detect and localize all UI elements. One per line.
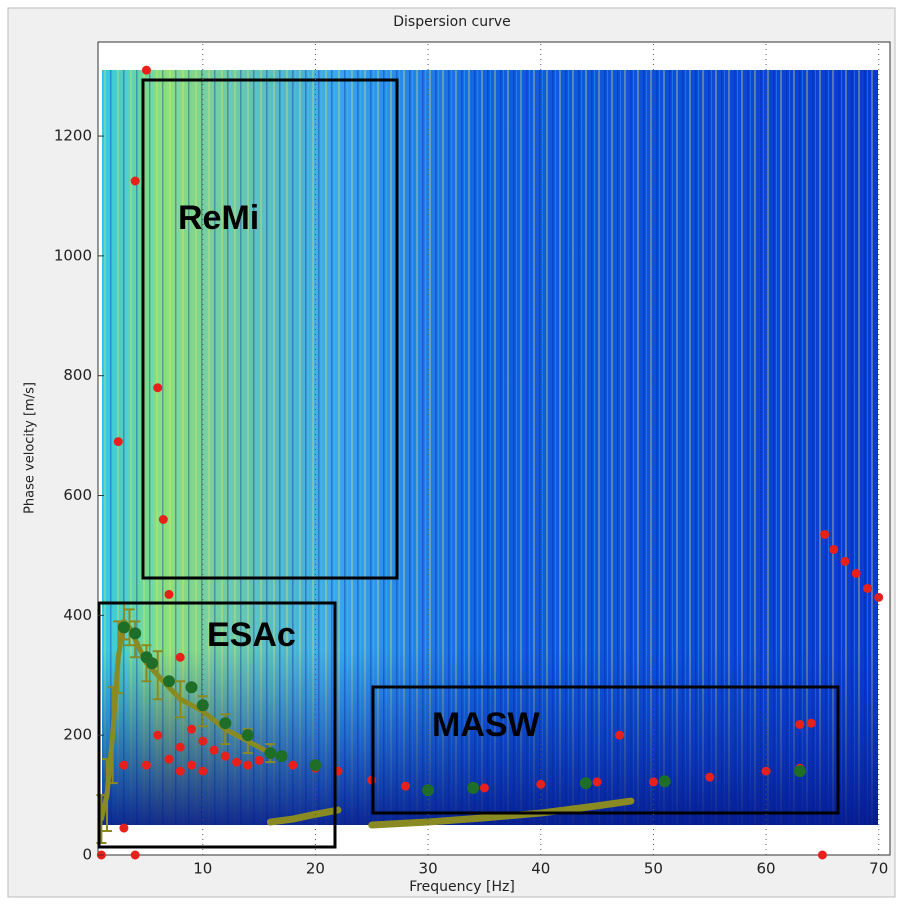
point — [209, 745, 219, 755]
masw-box — [371, 685, 840, 815]
point — [164, 589, 174, 599]
y-tick-label: 1200 — [54, 127, 92, 145]
point — [840, 556, 850, 566]
point — [817, 850, 827, 860]
point — [117, 621, 130, 634]
x-axis-label: Frequency [Hz] — [409, 879, 515, 895]
point — [130, 850, 140, 860]
point — [198, 736, 208, 746]
x-tick-label: 70 — [869, 860, 888, 878]
point — [220, 751, 230, 761]
remi-box — [141, 78, 399, 580]
point — [153, 383, 163, 393]
point — [187, 724, 197, 734]
point — [175, 742, 185, 752]
point — [162, 675, 175, 688]
point — [146, 657, 159, 670]
y-tick-label: 800 — [63, 366, 92, 384]
point — [806, 718, 816, 728]
point — [158, 514, 168, 524]
point — [851, 568, 861, 578]
point — [254, 755, 264, 765]
x-tick-label: 60 — [757, 860, 776, 878]
point — [479, 783, 489, 793]
point — [467, 781, 480, 794]
point — [820, 529, 830, 539]
point — [862, 583, 872, 593]
point — [232, 757, 242, 767]
point — [288, 760, 298, 770]
point — [119, 760, 129, 770]
point — [761, 766, 771, 776]
annotation: ESAc — [207, 616, 296, 654]
chart-title: Dispersion curve — [393, 14, 511, 30]
point — [422, 784, 435, 797]
y-tick-label: 400 — [63, 606, 92, 624]
point — [141, 760, 151, 770]
point — [129, 627, 142, 640]
point — [264, 747, 277, 760]
point — [219, 717, 232, 730]
point — [198, 766, 208, 776]
annotation: MASW — [432, 706, 541, 744]
point — [793, 765, 806, 778]
point — [579, 777, 592, 790]
point — [705, 772, 715, 782]
y-tick-label: 200 — [63, 726, 92, 744]
point — [615, 730, 625, 740]
x-tick-label: 30 — [419, 860, 438, 878]
point — [241, 729, 254, 742]
point — [795, 719, 805, 729]
point — [185, 681, 198, 694]
x-tick-label: 50 — [644, 860, 663, 878]
annotation: ReMi — [178, 199, 259, 237]
point — [164, 754, 174, 764]
point — [275, 750, 288, 763]
point — [309, 759, 322, 772]
point — [153, 730, 163, 740]
point — [119, 823, 129, 833]
point — [243, 760, 253, 770]
point — [175, 766, 185, 776]
point — [141, 65, 151, 75]
point — [592, 777, 602, 787]
point — [648, 777, 658, 787]
y-axis-label: Phase velocity [m/s] — [23, 382, 38, 514]
x-tick-label: 20 — [306, 860, 325, 878]
y-tick-label: 1000 — [54, 246, 92, 264]
point — [658, 775, 671, 788]
y-tick-label: 600 — [63, 486, 92, 504]
x-tick-label: 10 — [193, 860, 212, 878]
spectrogram-band — [102, 650, 878, 825]
point — [187, 760, 197, 770]
x-tick-label: 40 — [531, 860, 550, 878]
point — [130, 176, 140, 186]
y-tick-label: 0 — [82, 846, 92, 864]
point — [401, 781, 411, 791]
point — [113, 437, 123, 447]
point — [175, 652, 185, 662]
line — [266, 797, 635, 829]
point — [829, 544, 839, 554]
point — [196, 699, 209, 712]
point — [874, 592, 884, 602]
esac-box — [97, 601, 337, 849]
